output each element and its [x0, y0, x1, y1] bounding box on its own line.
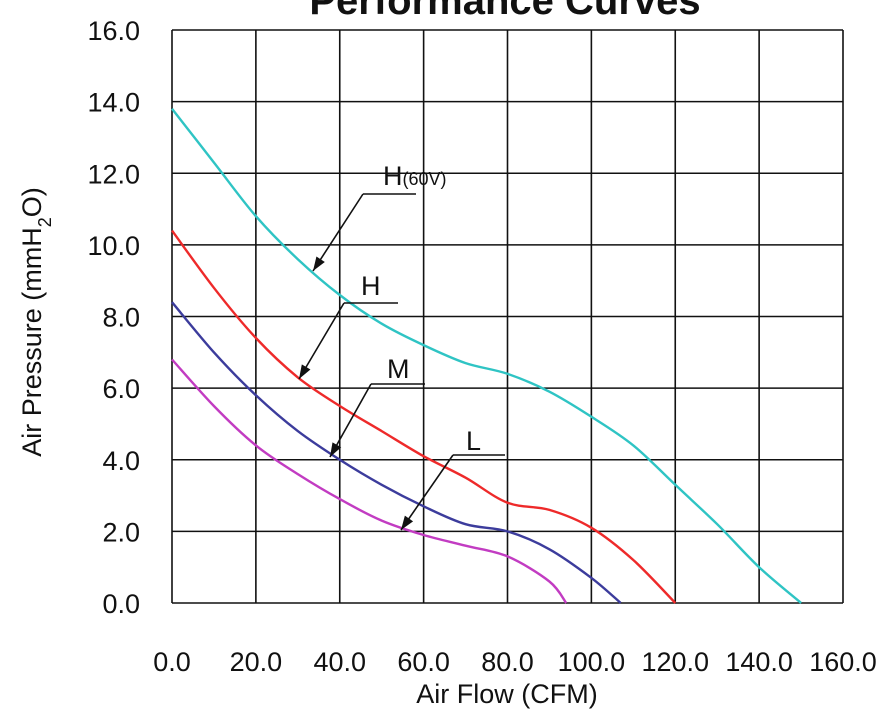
callout-label: M	[387, 354, 410, 384]
y-tick-label: 8.0	[102, 303, 140, 333]
callout-h-60v: H(60V)	[312, 161, 447, 272]
callout-label: H(60V)	[383, 161, 447, 191]
y-tick-label: 14.0	[87, 88, 140, 118]
callout-leader	[298, 302, 345, 380]
x-tick-label: 100.0	[558, 647, 626, 677]
y-axis-ticks: 0.0 2.0 4.0 6.0 8.0 10.0 12.0 14.0 16.0	[87, 16, 140, 619]
y-tick-label: 6.0	[102, 374, 140, 404]
callout-leader	[312, 193, 364, 272]
series-lines	[171, 108, 802, 604]
series-line-h-60v	[171, 108, 802, 604]
callout-m: M	[329, 354, 425, 458]
y-tick-label: 4.0	[102, 446, 140, 476]
y-tick-label: 12.0	[87, 159, 140, 189]
series-line-l	[171, 358, 568, 604]
callout-h: H	[298, 271, 398, 380]
callout-arrowhead	[401, 515, 414, 530]
x-tick-label: 160.0	[809, 647, 877, 677]
callout-label: L	[466, 426, 481, 456]
x-tick-label: 60.0	[397, 647, 450, 677]
callout-label-sub: (60V)	[403, 169, 447, 189]
callout-l: L	[400, 426, 505, 531]
series-line-m	[171, 301, 622, 604]
grid	[171, 29, 844, 604]
x-tick-label: 20.0	[230, 647, 283, 677]
x-tick-label: 0.0	[153, 647, 191, 677]
x-tick-label: 140.0	[725, 647, 793, 677]
y-tick-label: 2.0	[102, 517, 140, 547]
callout-arrowhead	[313, 256, 325, 271]
callout-label: H	[361, 271, 381, 301]
x-axis-ticks: 0.0 20.0 40.0 60.0 80.0 100.0 120.0 140.0 160.0	[153, 647, 877, 677]
x-tick-label: 80.0	[481, 647, 534, 677]
x-tick-label: 40.0	[313, 647, 366, 677]
y-tick-label: 10.0	[87, 231, 140, 261]
y-axis-label: Air Pressure (mmH2O)	[17, 187, 55, 457]
y-tick-label: 0.0	[102, 589, 140, 619]
y-tick-label: 16.0	[87, 16, 140, 46]
callout-arrowhead	[299, 364, 311, 379]
x-axis-label: Air Flow (CFM)	[416, 679, 597, 709]
callout-leader	[400, 454, 454, 531]
chart-title: Performance Curves	[309, 0, 700, 23]
x-tick-label: 120.0	[641, 647, 709, 677]
callout-arrowhead	[330, 442, 342, 457]
series-line-h	[171, 229, 677, 604]
series-callouts: H(60V) H M L	[298, 161, 505, 531]
